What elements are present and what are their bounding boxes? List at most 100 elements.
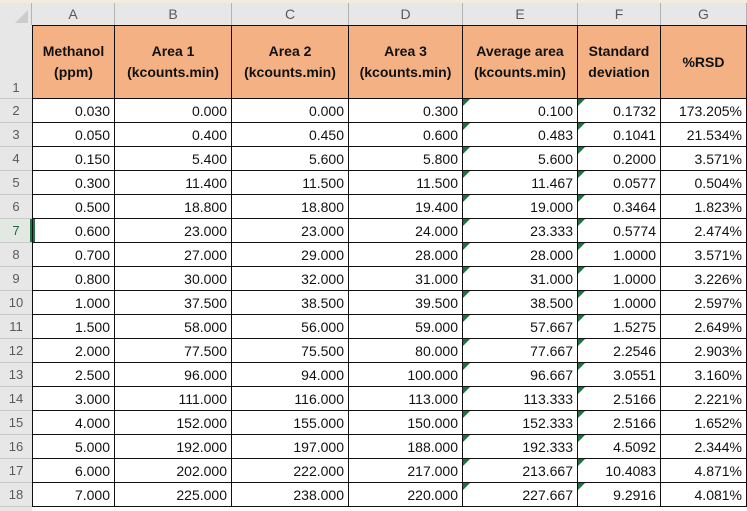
- cell-A2[interactable]: 0.030: [32, 99, 115, 123]
- cell-C6[interactable]: 18.800: [232, 195, 349, 219]
- cell-A6[interactable]: 0.500: [32, 195, 115, 219]
- cell-B15[interactable]: 152.000: [115, 411, 232, 435]
- column-header-c[interactable]: C: [232, 3, 349, 25]
- cell-F14[interactable]: 2.5166: [578, 387, 661, 411]
- cell-F6[interactable]: 0.3464: [578, 195, 661, 219]
- cell-F18[interactable]: 9.2916: [578, 483, 661, 507]
- cell-A3[interactable]: 0.050: [32, 123, 115, 147]
- cell-A13[interactable]: 2.500: [32, 363, 115, 387]
- cell-D9[interactable]: 31.000: [349, 267, 463, 291]
- cell-G9[interactable]: 3.226%: [661, 267, 747, 291]
- cell-C7[interactable]: 23.000: [232, 219, 349, 243]
- cell-F12[interactable]: 2.2546: [578, 339, 661, 363]
- cell-F5[interactable]: 0.0577: [578, 171, 661, 195]
- header-cell-area1[interactable]: Area 1 (kcounts.min): [115, 25, 232, 99]
- cell-D8[interactable]: 28.000: [349, 243, 463, 267]
- row-header-14[interactable]: 14: [0, 387, 32, 411]
- row-header-6[interactable]: 6: [0, 195, 32, 219]
- cell-G4[interactable]: 3.571%: [661, 147, 747, 171]
- cell-F16[interactable]: 4.5092: [578, 435, 661, 459]
- cell-C18[interactable]: 238.000: [232, 483, 349, 507]
- row-header-7[interactable]: 7: [0, 219, 32, 243]
- cell-F2[interactable]: 0.1732: [578, 99, 661, 123]
- cell-D13[interactable]: 100.000: [349, 363, 463, 387]
- cell-B4[interactable]: 5.400: [115, 147, 232, 171]
- cell-F15[interactable]: 2.5166: [578, 411, 661, 435]
- column-header-e[interactable]: E: [463, 3, 578, 25]
- cell-E16[interactable]: 192.333: [463, 435, 578, 459]
- cell-E4[interactable]: 5.600: [463, 147, 578, 171]
- cell-B3[interactable]: 0.400: [115, 123, 232, 147]
- header-cell-area2[interactable]: Area 2 (kcounts.min): [232, 25, 349, 99]
- cell-A16[interactable]: 5.000: [32, 435, 115, 459]
- cell-C12[interactable]: 75.500: [232, 339, 349, 363]
- column-header-f[interactable]: F: [578, 3, 661, 25]
- row-header-2[interactable]: 2: [0, 99, 32, 123]
- cell-D2[interactable]: 0.300: [349, 99, 463, 123]
- cell-G3[interactable]: 21.534%: [661, 123, 747, 147]
- cell-C2[interactable]: 0.000: [232, 99, 349, 123]
- cell-B7[interactable]: 23.000: [115, 219, 232, 243]
- cell-B12[interactable]: 77.500: [115, 339, 232, 363]
- cell-E5[interactable]: 11.467: [463, 171, 578, 195]
- cell-B5[interactable]: 11.400: [115, 171, 232, 195]
- cell-A5[interactable]: 0.300: [32, 171, 115, 195]
- cell-C3[interactable]: 0.450: [232, 123, 349, 147]
- row-header-4[interactable]: 4: [0, 147, 32, 171]
- cell-D3[interactable]: 0.600: [349, 123, 463, 147]
- cell-B17[interactable]: 202.000: [115, 459, 232, 483]
- cell-A18[interactable]: 7.000: [32, 483, 115, 507]
- cell-B6[interactable]: 18.800: [115, 195, 232, 219]
- row-header-18[interactable]: 18: [0, 483, 32, 507]
- cell-G2[interactable]: 173.205%: [661, 99, 747, 123]
- header-cell-methanol[interactable]: Methanol (ppm): [32, 25, 115, 99]
- cell-F11[interactable]: 1.5275: [578, 315, 661, 339]
- row-header-16[interactable]: 16: [0, 435, 32, 459]
- cell-D5[interactable]: 11.500: [349, 171, 463, 195]
- cell-B18[interactable]: 225.000: [115, 483, 232, 507]
- select-all-corner[interactable]: [0, 3, 32, 25]
- cell-E2[interactable]: 0.100: [463, 99, 578, 123]
- cell-A11[interactable]: 1.500: [32, 315, 115, 339]
- cell-F9[interactable]: 1.0000: [578, 267, 661, 291]
- cell-D10[interactable]: 39.500: [349, 291, 463, 315]
- cell-C16[interactable]: 197.000: [232, 435, 349, 459]
- cell-C5[interactable]: 11.500: [232, 171, 349, 195]
- cell-A12[interactable]: 2.000: [32, 339, 115, 363]
- cell-C13[interactable]: 94.000: [232, 363, 349, 387]
- cell-D14[interactable]: 113.000: [349, 387, 463, 411]
- column-header-b[interactable]: B: [115, 3, 232, 25]
- cell-D15[interactable]: 150.000: [349, 411, 463, 435]
- cell-E8[interactable]: 28.000: [463, 243, 578, 267]
- cell-B16[interactable]: 192.000: [115, 435, 232, 459]
- cell-C11[interactable]: 56.000: [232, 315, 349, 339]
- row-header-3[interactable]: 3: [0, 123, 32, 147]
- column-header-d[interactable]: D: [349, 3, 463, 25]
- cell-D11[interactable]: 59.000: [349, 315, 463, 339]
- cell-D16[interactable]: 188.000: [349, 435, 463, 459]
- row-header-13[interactable]: 13: [0, 363, 32, 387]
- cell-D7[interactable]: 24.000: [349, 219, 463, 243]
- cell-B14[interactable]: 111.000: [115, 387, 232, 411]
- cell-G10[interactable]: 2.597%: [661, 291, 747, 315]
- cell-G6[interactable]: 1.823%: [661, 195, 747, 219]
- header-cell-standard-deviation[interactable]: Standard deviation: [578, 25, 661, 99]
- cell-E10[interactable]: 38.500: [463, 291, 578, 315]
- cell-A4[interactable]: 0.150: [32, 147, 115, 171]
- cell-F4[interactable]: 0.2000: [578, 147, 661, 171]
- cell-E18[interactable]: 227.667: [463, 483, 578, 507]
- cell-A15[interactable]: 4.000: [32, 411, 115, 435]
- row-header-12[interactable]: 12: [0, 339, 32, 363]
- cell-C14[interactable]: 116.000: [232, 387, 349, 411]
- cell-G5[interactable]: 0.504%: [661, 171, 747, 195]
- row-header-8[interactable]: 8: [0, 243, 32, 267]
- cell-E13[interactable]: 96.667: [463, 363, 578, 387]
- cell-A17[interactable]: 6.000: [32, 459, 115, 483]
- cell-F17[interactable]: 10.4083: [578, 459, 661, 483]
- cell-C8[interactable]: 29.000: [232, 243, 349, 267]
- row-header-1[interactable]: 1: [0, 25, 32, 99]
- cell-E17[interactable]: 213.667: [463, 459, 578, 483]
- cell-E15[interactable]: 152.333: [463, 411, 578, 435]
- header-cell-area3[interactable]: Area 3 (kcounts.min): [349, 25, 463, 99]
- cell-D4[interactable]: 5.800: [349, 147, 463, 171]
